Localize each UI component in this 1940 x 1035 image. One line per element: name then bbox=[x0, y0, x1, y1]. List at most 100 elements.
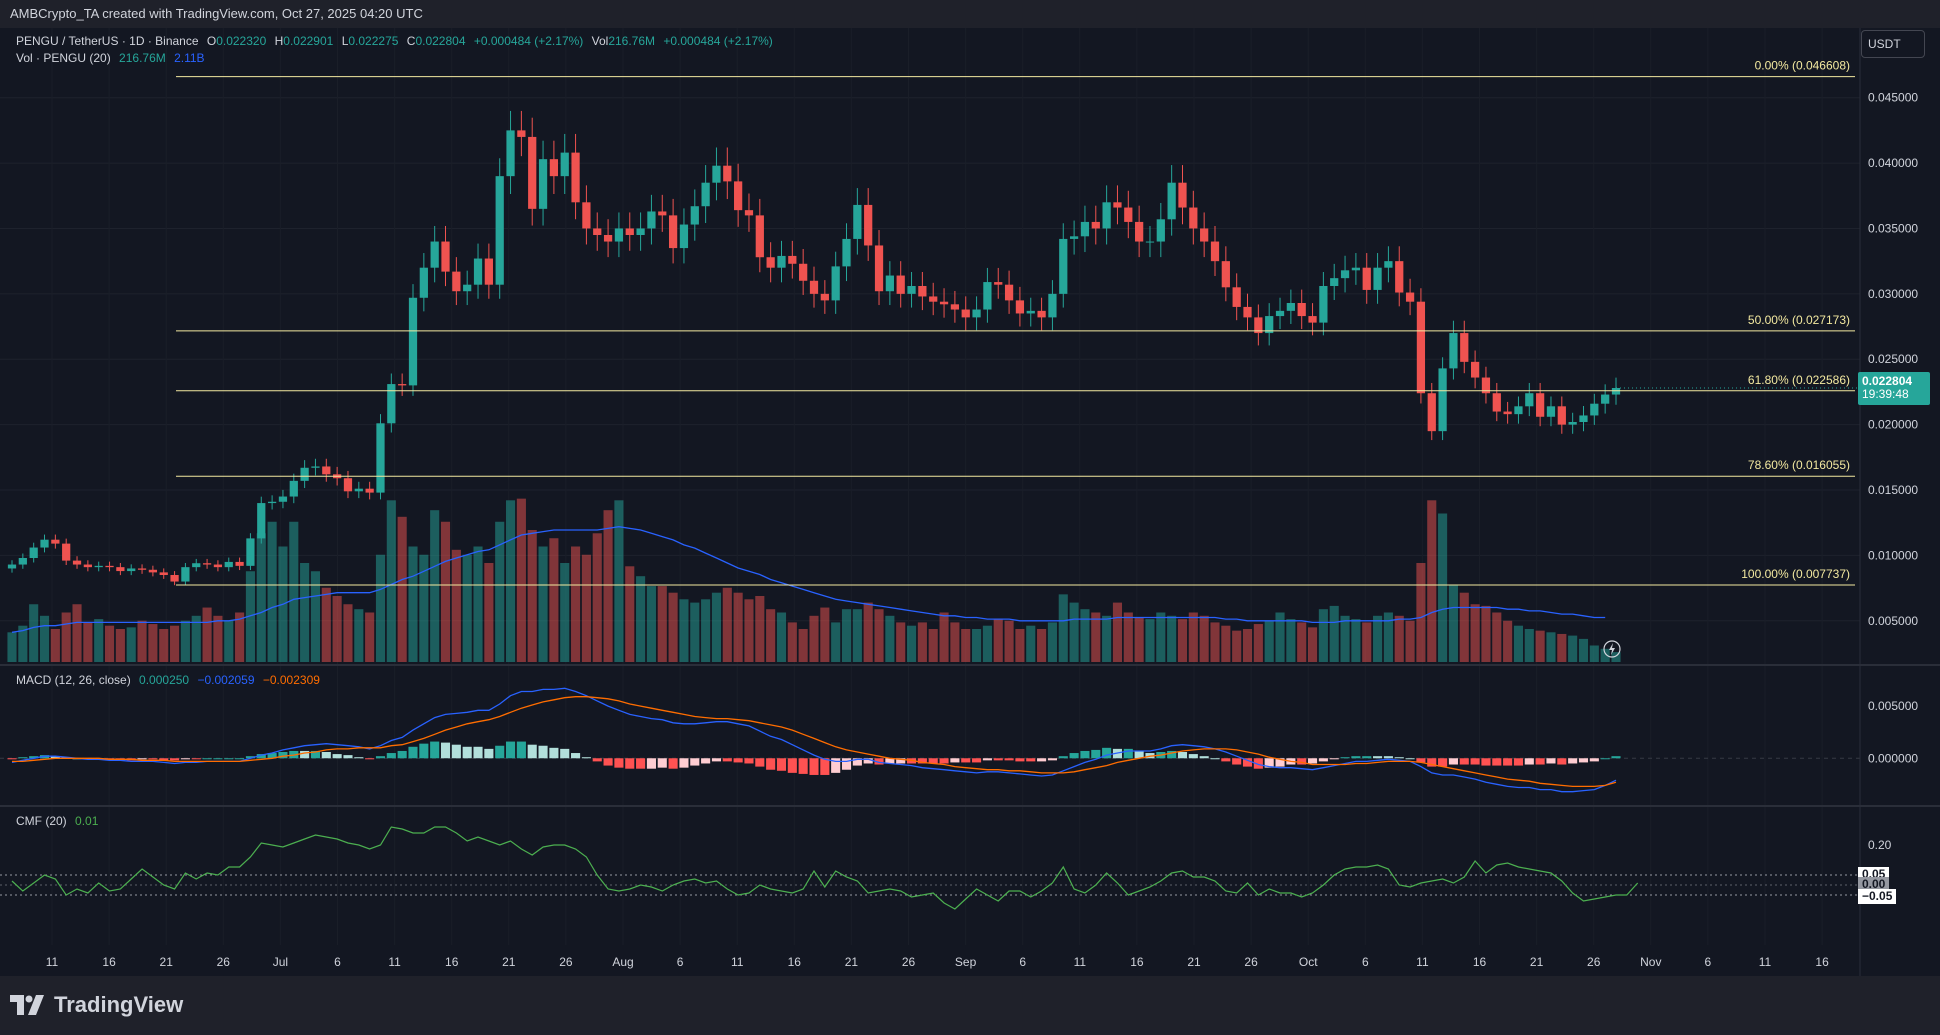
candle-body bbox=[983, 282, 992, 310]
volume-bar bbox=[72, 604, 82, 662]
price-axis-tick: 0.010000 bbox=[1868, 548, 1918, 562]
volume-bar bbox=[1037, 629, 1047, 662]
volume-bar bbox=[711, 592, 722, 662]
chart-background bbox=[0, 28, 1860, 976]
time-axis-tick: 11 bbox=[1416, 955, 1429, 969]
chart-canvas[interactable]: 0.00% (0.046608) 50.00% (0.027173) 61.80% … bbox=[0, 0, 1940, 976]
candle-body bbox=[1449, 333, 1458, 369]
volume-ma-value: 2.11B bbox=[174, 51, 205, 65]
close-value: 0.022804 bbox=[415, 34, 466, 48]
high-label: H bbox=[274, 34, 284, 48]
vol-value: 216.76M bbox=[608, 34, 656, 48]
volume-bar bbox=[1513, 625, 1524, 662]
volume-bar bbox=[148, 624, 158, 662]
macd-legend: MACD (12, 26, close) 0.000250 −0.002059 … bbox=[16, 673, 325, 687]
volume-bar bbox=[50, 629, 60, 662]
volume-bar bbox=[1102, 615, 1112, 662]
candle-body bbox=[1536, 393, 1545, 417]
candlestick-series[interactable] bbox=[7, 110, 1860, 586]
footer bbox=[0, 976, 1940, 1035]
macd-histogram-bar bbox=[495, 745, 505, 759]
macd-histogram-bar bbox=[50, 756, 60, 759]
time-axis-tick: 6 bbox=[334, 955, 341, 969]
candle-body bbox=[1340, 270, 1350, 279]
volume-bar bbox=[126, 627, 136, 662]
volume-bar bbox=[1373, 615, 1383, 662]
currency-button[interactable]: USDT bbox=[1861, 30, 1925, 58]
macd-histogram-bar bbox=[386, 753, 396, 759]
bar-countdown: 19:39:48 bbox=[1862, 387, 1909, 401]
volume-bar bbox=[939, 612, 949, 662]
macd-histogram-bar bbox=[1242, 758, 1253, 767]
candle-body bbox=[994, 282, 1003, 285]
macd-histogram-bar bbox=[1091, 749, 1101, 759]
lightning-bolt-icon bbox=[1609, 643, 1615, 655]
time-axis-tick: 16 bbox=[1473, 955, 1487, 969]
volume-indicator-label[interactable]: Vol · PENGU (20) bbox=[16, 51, 111, 65]
macd-histogram-bar bbox=[1362, 756, 1372, 759]
volume-bar bbox=[993, 619, 1003, 662]
candle-body bbox=[300, 467, 309, 481]
fibonacci-retracement[interactable]: 0.00% (0.046608) 50.00% (0.027173) 61.80% … bbox=[176, 59, 1855, 586]
volume-bar bbox=[798, 629, 808, 662]
macd-histogram-bar bbox=[1438, 758, 1448, 767]
volume-bar bbox=[213, 615, 223, 662]
candle-body bbox=[1221, 261, 1230, 288]
macd-histogram-bar bbox=[646, 758, 656, 769]
macd-histogram-bar bbox=[711, 758, 722, 762]
candle-body bbox=[744, 210, 754, 216]
volume-bar bbox=[1492, 612, 1502, 662]
volume-bar bbox=[625, 566, 635, 662]
price-axis-tick: 0.005000 bbox=[1868, 614, 1918, 628]
volume-bar bbox=[1253, 624, 1263, 662]
candle-body bbox=[734, 181, 743, 211]
candle-body bbox=[549, 159, 559, 177]
candle-body bbox=[311, 466, 320, 468]
macd-histogram-bar bbox=[1123, 748, 1133, 759]
volume-bar bbox=[495, 521, 505, 662]
macd-histogram-bar bbox=[1611, 756, 1621, 759]
candle-body bbox=[723, 165, 732, 182]
volume-bar bbox=[94, 619, 104, 662]
volume-bar bbox=[961, 629, 971, 662]
candle-body bbox=[1395, 261, 1404, 293]
volume-bar bbox=[1026, 625, 1036, 662]
time-axis-tick: 11 bbox=[731, 955, 744, 969]
candle-body bbox=[853, 204, 862, 239]
macd-histogram-bar bbox=[159, 758, 169, 761]
time-axis-tick: 26 bbox=[902, 955, 916, 969]
candle-body bbox=[376, 423, 385, 493]
macd-pane bbox=[0, 687, 1860, 793]
candle-body bbox=[1362, 267, 1371, 290]
cmf-label[interactable]: CMF (20) bbox=[16, 814, 67, 828]
macd-histogram-bar bbox=[1394, 757, 1404, 759]
macd-histogram-bar bbox=[267, 753, 277, 759]
lightning-icon[interactable] bbox=[1603, 640, 1621, 658]
fib-level-label: 61.80% (0.022586) bbox=[1748, 373, 1850, 387]
macd-histogram-bar bbox=[798, 758, 808, 774]
macd-histogram-bar bbox=[701, 758, 711, 764]
macd-label[interactable]: MACD (12, 26, close) bbox=[16, 673, 131, 687]
last-price-value: 0.022804 bbox=[1862, 374, 1913, 388]
candle-body bbox=[1178, 182, 1187, 208]
macd-histogram-bar bbox=[1026, 758, 1036, 762]
candle-body bbox=[517, 130, 526, 137]
tradingview-logo[interactable]: TradingView bbox=[10, 992, 183, 1018]
volume-ma-line bbox=[11, 526, 1606, 633]
candle-body bbox=[116, 567, 125, 572]
macd-histogram-bar bbox=[310, 750, 321, 759]
symbol-label[interactable]: PENGU / TetherUS · 1D · Binance bbox=[16, 34, 199, 48]
open-value: 0.022320 bbox=[216, 34, 267, 48]
candle-body bbox=[1568, 422, 1577, 425]
candle-body bbox=[213, 564, 223, 568]
volume-bar bbox=[1275, 612, 1285, 662]
volume-bar bbox=[1004, 620, 1014, 662]
candle-body bbox=[1405, 292, 1415, 302]
candle-body bbox=[484, 258, 493, 285]
candle-body bbox=[430, 241, 439, 268]
candle-body bbox=[94, 565, 103, 568]
time-axis-tick: 11 bbox=[46, 955, 59, 969]
macd-histogram-bar bbox=[1102, 747, 1112, 759]
macd-histogram-bar bbox=[1221, 758, 1231, 762]
time-axis-tick: 16 bbox=[788, 955, 802, 969]
